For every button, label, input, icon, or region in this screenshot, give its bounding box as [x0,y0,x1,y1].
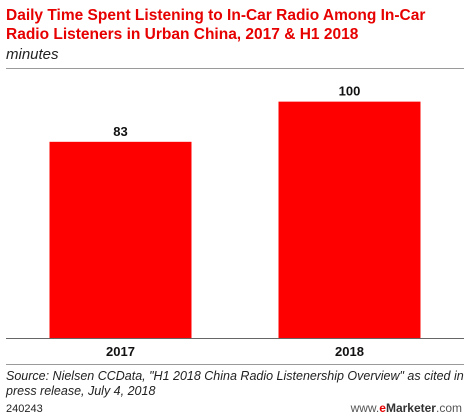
brand-name: Marketer [385,401,436,415]
header-rule [6,68,464,69]
chart-code: 240243 [6,403,43,415]
chart-title: Daily Time Spent Listening to In-Car Rad… [6,7,426,43]
data-label-2018: 100 [339,84,361,99]
bar-chart: 83 2017 100 2018 [6,84,464,359]
brand-prefix: www. [350,401,380,415]
brand-suffix: .com [435,401,462,415]
tick-label-2017: 2017 [106,344,135,359]
brand-link[interactable]: www.eMarketer.com [351,401,462,415]
source-note: Source: Nielsen CCData, "H1 2018 China R… [6,369,464,398]
bar-2017 [49,141,192,338]
tick-label-2018: 2018 [335,344,364,359]
brand-e: e [379,401,386,415]
data-label-2017: 83 [113,124,127,139]
bar-2018 [278,101,421,338]
source-rule [6,364,464,365]
chart-subtitle: minutes [6,46,59,63]
